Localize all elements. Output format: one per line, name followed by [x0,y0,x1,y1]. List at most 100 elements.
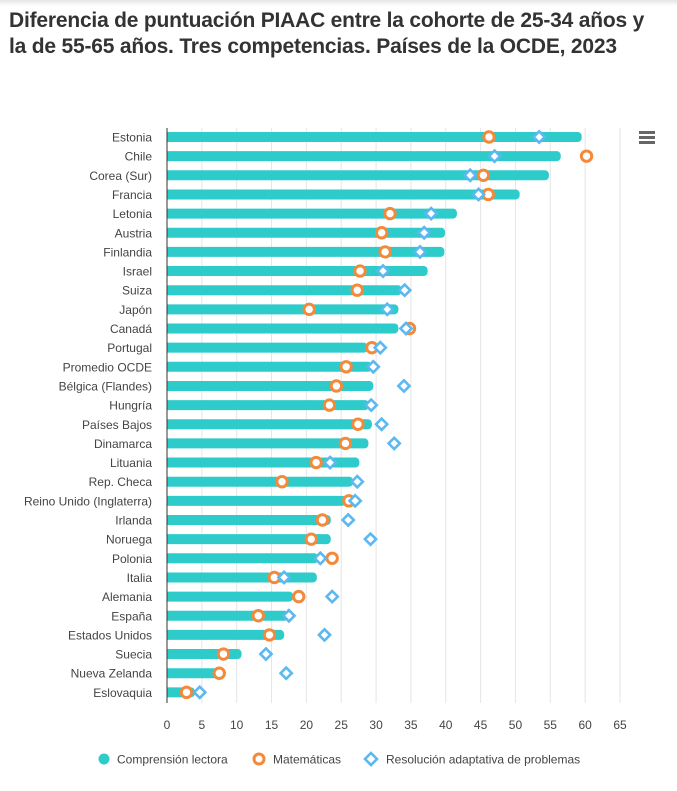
bars-comprension-lectora [167,132,582,698]
bar-comprension-lectora [167,380,374,391]
category-label: Israel [123,265,152,279]
category-label: Portugal [107,341,152,355]
bar-comprension-lectora [167,553,319,564]
marker-resolucion [258,646,274,662]
bar-comprension-lectora [167,323,399,334]
bar-comprension-lectora [167,285,402,296]
category-label: España [111,609,152,623]
category-label: Alemania [102,590,152,604]
x-axis-ticks: 0 5 10 15 20 25 30 35 40 45 50 55 60 65 [164,718,627,732]
category-label: Italia [127,571,153,585]
x-tick-label: 55 [544,718,558,732]
marker-matematicas [353,264,367,278]
marker-resolucion [423,206,439,222]
legend-label: Resolución adaptativa de problemas [386,753,580,767]
bar-comprension-lectora [167,361,372,372]
legend-item[interactable]: Resolución adaptativa de problemas [363,751,580,767]
marker-matematicas [304,532,318,546]
category-label: Suecia [115,648,152,662]
marker-matematicas [351,417,365,431]
category-label: Países Bajos [82,418,152,432]
legend-item[interactable]: Comprensión lectora [98,753,229,767]
marker-matematicas [338,436,353,451]
bar-comprension-lectora [167,227,446,238]
bar-comprension-lectora [167,438,369,449]
category-label: Noruega [106,533,152,547]
marker-resolucion [412,244,428,260]
marker-matematicas [309,455,323,470]
bar-comprension-lectora [167,189,520,200]
x-tick-label: 30 [369,718,383,732]
category-label: Finlandia [103,245,152,259]
filled-circle-icon [98,753,110,765]
category-label: Dinamarca [94,437,152,451]
category-label: Bélgica (Flandes) [59,379,152,393]
marker-matematicas [322,398,337,412]
marker-matematicas [383,206,397,221]
category-label: Lituania [110,456,152,470]
category-label: Suiza [122,284,152,298]
x-tick-label: 60 [578,718,592,732]
marker-matematicas [325,551,339,565]
x-tick-label: 15 [265,718,279,732]
marker-matematicas [579,149,594,163]
hamburger-menu-icon [639,131,655,134]
x-tick-label: 65 [613,718,627,732]
marker-resolucion [386,435,402,451]
category-label: Estonia [112,131,152,145]
marker-matematicas [212,666,226,680]
chart-title: Diferencia de puntuación PIAAC entre la … [9,9,645,58]
legend-label: Comprensión lectora [117,753,228,767]
legend-item[interactable]: Matemáticas [252,752,341,767]
marker-matematicas [350,283,364,297]
marker-resolucion [365,359,381,375]
category-label: Irlanda [115,514,152,528]
hamburger-menu-icon-line [639,136,655,139]
marker-resolucion [374,416,390,432]
chart-menu-button[interactable] [636,128,658,148]
bar-comprension-lectora [167,476,354,487]
bar-comprension-lectora [167,515,331,525]
category-label: Corea (Sur) [89,169,152,183]
x-tick-label: 35 [404,718,418,732]
bar-comprension-lectora [167,400,370,411]
marker-resolucion [397,282,413,298]
marker-resolucion [276,570,292,585]
diamond-icon [363,751,379,767]
marker-matematicas [302,302,316,317]
x-tick-label: 50 [509,718,523,732]
marker-resolucion [471,187,486,202]
category-label: Canadá [110,322,152,336]
bar-comprension-lectora [167,132,582,142]
category-label: Francia [112,188,152,202]
x-tick-label: 10 [230,718,244,732]
bar-comprension-lectora [167,495,347,506]
bar-comprension-lectora [167,668,218,679]
category-label: Austria [115,226,153,240]
legend-label: Matemáticas [273,753,341,767]
x-tick-label: 5 [199,718,206,732]
bar-comprension-lectora [167,610,289,621]
marker-resolucion [398,321,414,336]
category-label: Letonia [113,207,153,221]
marker-resolucion [416,225,432,241]
category-label: Reino Unido (Inglaterra) [24,494,152,508]
marker-resolucion [375,263,391,279]
marker-matematicas [374,226,389,240]
marker-matematicas [275,475,289,489]
legend: Comprensión lectora Matemáticas Resolución… [98,751,580,767]
marker-resolucion [531,129,547,145]
marker-resolucion [312,550,328,566]
bar-comprension-lectora [167,419,372,430]
category-label: Eslovaquia [93,686,152,700]
marker-matematicas [262,628,277,642]
category-label: Japón [119,303,152,317]
marker-matematicas [378,245,392,259]
marker-matematicas [476,168,491,183]
bar-comprension-lectora [167,591,294,602]
x-tick-label: 40 [439,718,453,732]
top-shadow [0,0,677,6]
marker-resolucion [324,589,340,605]
bar-comprension-lectora [167,629,285,640]
